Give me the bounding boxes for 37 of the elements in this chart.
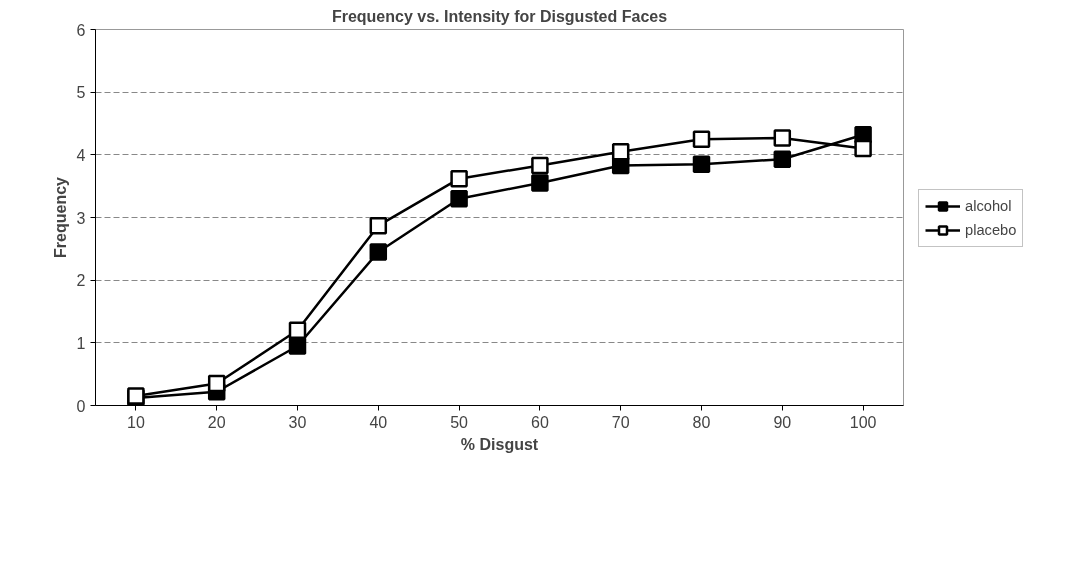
point bbox=[854, 139, 872, 158]
point bbox=[773, 129, 792, 147]
x-tick-label: 90 bbox=[773, 413, 792, 431]
y-axis-title: Frequency bbox=[51, 176, 69, 258]
chart-title: Frequency vs. Intensity for Disgusted Faces bbox=[331, 7, 668, 25]
x-tick-label: 50 bbox=[450, 413, 469, 431]
y-tick-label: 3 bbox=[76, 209, 86, 227]
point bbox=[531, 174, 549, 192]
point bbox=[288, 321, 307, 340]
x-tick-label: 80 bbox=[692, 413, 711, 431]
legend-label: alcohol bbox=[965, 197, 1012, 214]
point bbox=[369, 216, 388, 235]
y-tick-label: 0 bbox=[76, 397, 86, 415]
x-tick-label: 40 bbox=[369, 413, 388, 431]
y-tick-label: 5 bbox=[76, 84, 86, 102]
point bbox=[207, 374, 226, 393]
point bbox=[773, 150, 792, 168]
point bbox=[531, 156, 549, 175]
x-tick-label: 20 bbox=[207, 413, 226, 431]
x-tick-label: 70 bbox=[611, 413, 630, 431]
point bbox=[611, 142, 630, 161]
y-tick-label: 2 bbox=[76, 272, 86, 290]
y-tick-label: 6 bbox=[76, 21, 86, 39]
x-tick-label: 60 bbox=[531, 413, 549, 431]
point bbox=[288, 337, 307, 355]
y-tick-label: 4 bbox=[76, 146, 86, 164]
x-tick-label: 100 bbox=[849, 413, 877, 431]
point bbox=[369, 243, 388, 261]
x-axis-title: % Disgust bbox=[460, 435, 539, 453]
point bbox=[692, 130, 711, 148]
x-tick-label: 10 bbox=[127, 413, 145, 431]
legend-label: placebo bbox=[965, 221, 1017, 238]
point bbox=[450, 189, 468, 208]
point bbox=[692, 155, 711, 173]
y-tick-label: 1 bbox=[76, 334, 86, 352]
x-tick-label: 30 bbox=[288, 413, 307, 431]
point bbox=[450, 169, 468, 188]
